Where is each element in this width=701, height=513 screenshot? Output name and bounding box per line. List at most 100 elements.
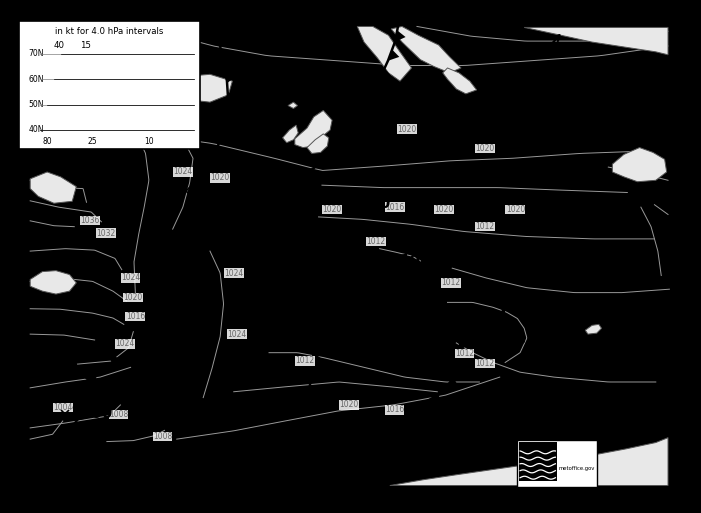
Text: 80: 80 bbox=[42, 137, 52, 146]
Wedge shape bbox=[439, 313, 449, 326]
Text: 1002: 1002 bbox=[334, 338, 377, 352]
Wedge shape bbox=[432, 257, 444, 269]
Polygon shape bbox=[298, 171, 310, 180]
Wedge shape bbox=[64, 349, 81, 356]
Text: 10: 10 bbox=[144, 137, 154, 146]
Polygon shape bbox=[90, 450, 105, 457]
Text: 40: 40 bbox=[54, 41, 65, 50]
Polygon shape bbox=[428, 394, 439, 402]
Polygon shape bbox=[264, 231, 276, 240]
Text: 1027: 1027 bbox=[148, 328, 191, 343]
Polygon shape bbox=[333, 140, 346, 150]
Wedge shape bbox=[344, 223, 362, 230]
Text: L: L bbox=[415, 226, 426, 245]
Text: 1020: 1020 bbox=[475, 144, 494, 153]
Polygon shape bbox=[332, 433, 346, 441]
Polygon shape bbox=[63, 451, 78, 458]
Polygon shape bbox=[30, 26, 83, 120]
Bar bbox=[517, 440, 597, 486]
Text: 25: 25 bbox=[87, 137, 97, 146]
Polygon shape bbox=[379, 68, 391, 80]
Wedge shape bbox=[417, 243, 433, 253]
Wedge shape bbox=[293, 242, 308, 252]
Wedge shape bbox=[429, 295, 440, 308]
Polygon shape bbox=[42, 353, 56, 361]
Polygon shape bbox=[172, 74, 233, 102]
Text: 1032: 1032 bbox=[97, 228, 116, 238]
Text: 70N: 70N bbox=[28, 49, 43, 58]
Text: 40N: 40N bbox=[28, 126, 43, 134]
Text: 1000: 1000 bbox=[70, 406, 112, 421]
Polygon shape bbox=[144, 450, 159, 457]
Polygon shape bbox=[36, 453, 51, 461]
Polygon shape bbox=[370, 87, 382, 97]
Polygon shape bbox=[288, 102, 297, 108]
Wedge shape bbox=[240, 257, 258, 263]
Text: in kt for 4.0 hPa intervals: in kt for 4.0 hPa intervals bbox=[55, 27, 164, 36]
Text: 1012: 1012 bbox=[295, 357, 315, 365]
Polygon shape bbox=[406, 407, 418, 415]
Text: 1012: 1012 bbox=[442, 279, 461, 287]
Polygon shape bbox=[85, 377, 97, 385]
Polygon shape bbox=[358, 27, 411, 81]
Bar bbox=[519, 442, 557, 481]
Text: 1016: 1016 bbox=[385, 405, 404, 415]
Polygon shape bbox=[313, 353, 322, 364]
Text: 999: 999 bbox=[272, 264, 304, 279]
Wedge shape bbox=[370, 225, 388, 234]
Text: 1024: 1024 bbox=[173, 167, 193, 176]
Text: 1020: 1020 bbox=[505, 205, 525, 214]
Text: 1020: 1020 bbox=[210, 173, 230, 182]
Polygon shape bbox=[226, 112, 236, 124]
Text: 1020: 1020 bbox=[123, 293, 143, 302]
Text: metoffice.gov: metoffice.gov bbox=[559, 466, 595, 471]
Text: L: L bbox=[350, 309, 362, 327]
Polygon shape bbox=[88, 393, 98, 404]
Text: 1004: 1004 bbox=[53, 403, 72, 412]
Text: 1036: 1036 bbox=[80, 216, 100, 225]
Text: 1016: 1016 bbox=[125, 312, 145, 321]
Polygon shape bbox=[307, 134, 329, 153]
Wedge shape bbox=[133, 364, 149, 372]
Polygon shape bbox=[443, 68, 477, 94]
Polygon shape bbox=[193, 211, 204, 223]
Polygon shape bbox=[325, 275, 334, 286]
Polygon shape bbox=[315, 333, 325, 344]
Polygon shape bbox=[322, 256, 332, 266]
Text: 50N: 50N bbox=[28, 100, 43, 109]
Text: 1024: 1024 bbox=[224, 269, 243, 278]
Polygon shape bbox=[254, 214, 264, 225]
Text: 1012: 1012 bbox=[455, 349, 474, 358]
Polygon shape bbox=[279, 443, 294, 450]
Wedge shape bbox=[88, 350, 104, 358]
Text: L: L bbox=[198, 185, 209, 203]
Text: L: L bbox=[500, 305, 511, 323]
Polygon shape bbox=[358, 426, 372, 434]
Text: 1024: 1024 bbox=[121, 273, 140, 283]
Polygon shape bbox=[295, 110, 332, 148]
Text: 1016: 1016 bbox=[386, 203, 405, 212]
Text: 1012: 1012 bbox=[475, 359, 494, 368]
Text: 1008: 1008 bbox=[153, 432, 172, 441]
Polygon shape bbox=[311, 392, 321, 402]
Polygon shape bbox=[228, 92, 238, 104]
Text: 1030: 1030 bbox=[348, 196, 390, 211]
Polygon shape bbox=[383, 418, 396, 426]
Text: 1020: 1020 bbox=[339, 401, 359, 409]
Polygon shape bbox=[359, 105, 371, 115]
Polygon shape bbox=[317, 156, 329, 165]
Polygon shape bbox=[30, 172, 76, 203]
Text: H: H bbox=[525, 165, 540, 184]
Polygon shape bbox=[225, 71, 236, 83]
Polygon shape bbox=[322, 295, 332, 305]
Text: 1024: 1024 bbox=[228, 330, 247, 339]
Polygon shape bbox=[172, 447, 186, 455]
Polygon shape bbox=[347, 123, 359, 133]
Polygon shape bbox=[217, 31, 228, 43]
Polygon shape bbox=[395, 30, 406, 42]
Polygon shape bbox=[259, 198, 271, 207]
Polygon shape bbox=[252, 444, 267, 450]
Polygon shape bbox=[198, 443, 213, 450]
Text: 1024: 1024 bbox=[116, 340, 135, 348]
Text: H: H bbox=[162, 300, 177, 318]
